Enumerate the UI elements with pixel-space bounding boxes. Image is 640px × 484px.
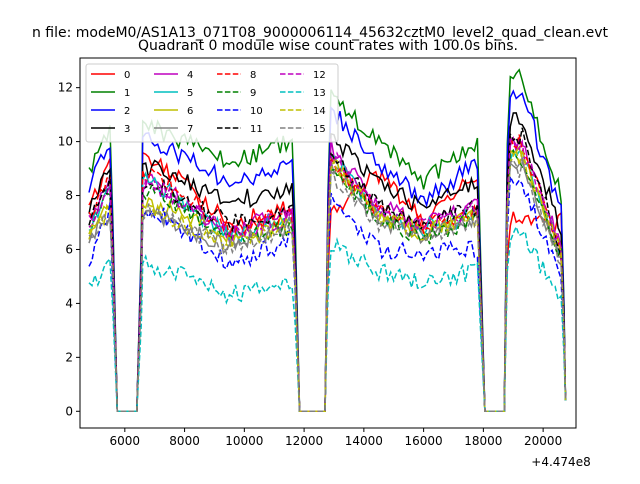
series-line-15: [88, 159, 567, 413]
legend-label-10: 10: [250, 106, 263, 117]
y-tick-label: 4: [65, 296, 73, 310]
series-layer: [88, 68, 567, 413]
y-tick-label: 0: [65, 404, 73, 418]
y-tick-label: 10: [58, 135, 73, 149]
legend-label-7: 7: [187, 124, 193, 135]
y-tick-label: 6: [65, 242, 73, 256]
series-line-10: [88, 176, 567, 413]
x-tick-label: 10000: [225, 434, 263, 448]
y-tick-label: 8: [65, 189, 73, 203]
x-tick-label: 12000: [285, 434, 323, 448]
legend-label-11: 11: [250, 124, 263, 135]
legend-frame: [85, 63, 339, 143]
series-line-12: [88, 138, 567, 413]
legend-label-15: 15: [313, 124, 326, 135]
legend-label-9: 9: [250, 88, 256, 99]
legend-label-3: 3: [124, 124, 130, 135]
legend-label-14: 14: [313, 106, 326, 117]
legend-label-12: 12: [313, 70, 326, 81]
x-axis-offset-label: +4.474e8: [531, 455, 590, 469]
x-tick-label: 16000: [405, 434, 443, 448]
y-tick-label: 2: [65, 350, 73, 364]
y-tick-label: 12: [58, 81, 73, 95]
legend-label-2: 2: [124, 106, 130, 117]
y-axis: 0 2 4 6 8 10 12: [58, 81, 80, 418]
legend-label-6: 6: [187, 106, 193, 117]
legend-label-13: 13: [313, 88, 326, 99]
figure-suptitle: n file: modeM0/AS1A13_071T08_9000006114_…: [32, 25, 609, 41]
legend-label-0: 0: [124, 70, 130, 81]
x-tick-label: 6000: [110, 434, 141, 448]
legend-label-4: 4: [187, 70, 193, 81]
x-tick-label: 18000: [464, 434, 502, 448]
series-line-11: [88, 127, 567, 413]
legend-label-8: 8: [250, 70, 256, 81]
chart-title: Quadrant 0 module wise count rates with …: [138, 38, 518, 54]
series-line-13: [88, 224, 567, 413]
legend-label-5: 5: [187, 88, 193, 99]
axes-frame: [79, 57, 577, 429]
x-tick-label: 20000: [524, 434, 562, 448]
x-tick-label: 14000: [345, 434, 383, 448]
x-tick-label: 8000: [169, 434, 200, 448]
x-axis: 6000 8000 10000 12000 14000 16000 18000 20000: [110, 428, 562, 448]
legend-label-1: 1: [124, 88, 130, 99]
